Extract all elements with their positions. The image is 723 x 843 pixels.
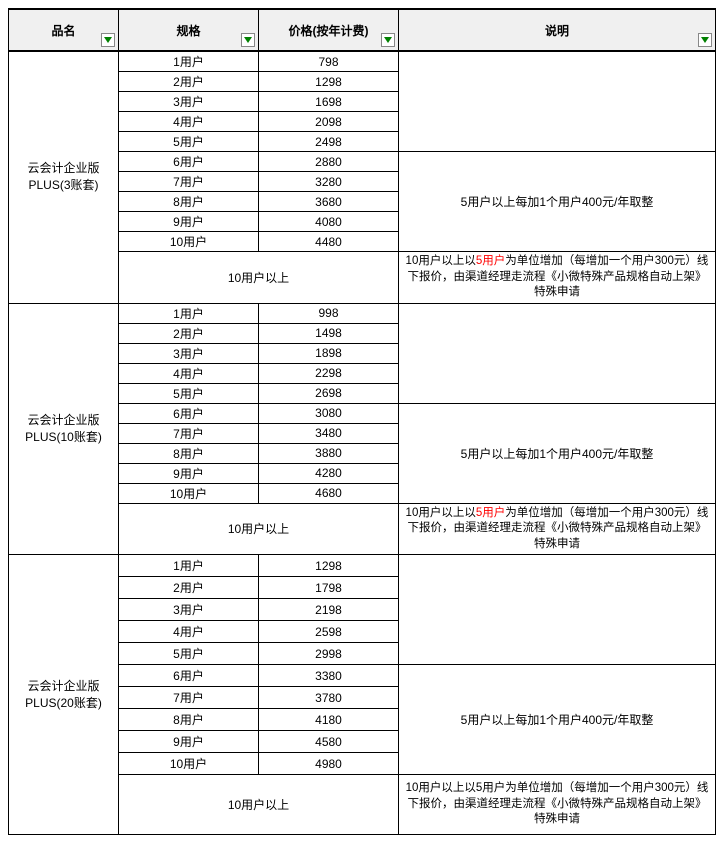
filter-icon[interactable] [698, 33, 712, 47]
product-name-cell: 云会计企业版PLUS(10账套) [9, 303, 119, 555]
header-price: 价格(按年计费) [259, 9, 399, 51]
over10-desc-highlight: 5用户 [476, 255, 505, 267]
table-row: 云会计企业版PLUS(3账套)1用户798 [9, 51, 716, 72]
table-body: 云会计企业版PLUS(3账套)1用户7982用户12983用户16984用户20… [9, 51, 716, 835]
over10-spec-cell: 10用户以上 [119, 252, 399, 304]
desc-cell-top [399, 303, 716, 403]
spec-cell: 5用户 [119, 132, 259, 152]
filter-icon[interactable] [241, 33, 255, 47]
price-cell: 3880 [259, 443, 399, 463]
price-cell: 4280 [259, 463, 399, 483]
spec-cell: 8用户 [119, 709, 259, 731]
spec-cell: 2用户 [119, 323, 259, 343]
spec-cell: 1用户 [119, 303, 259, 323]
spec-cell: 4用户 [119, 621, 259, 643]
spec-cell: 9用户 [119, 463, 259, 483]
price-cell: 4680 [259, 483, 399, 503]
spec-cell: 7用户 [119, 423, 259, 443]
spec-cell: 10用户 [119, 753, 259, 775]
header-name-label: 品名 [51, 24, 75, 38]
desc-cell-mid: 5用户以上每加1个用户400元/年取整 [399, 403, 716, 503]
spec-cell: 2用户 [119, 577, 259, 599]
desc-cell-mid: 5用户以上每加1个用户400元/年取整 [399, 665, 716, 775]
spec-cell: 2用户 [119, 72, 259, 92]
over10-spec-cell: 10用户以上 [119, 503, 399, 555]
pricing-table: 品名 规格 价格(按年计费) 说明 [8, 8, 716, 835]
price-cell: 3280 [259, 172, 399, 192]
price-cell: 1298 [259, 72, 399, 92]
over10-desc-cell: 10用户以上以5用户为单位增加（每增加一个用户300元）线下报价，由渠道经理走流… [399, 252, 716, 304]
spec-cell: 7用户 [119, 172, 259, 192]
price-cell: 3780 [259, 687, 399, 709]
over10-desc-highlight: 5用户 [476, 507, 505, 519]
price-cell: 798 [259, 51, 399, 72]
desc-cell-top [399, 555, 716, 665]
header-row: 品名 规格 价格(按年计费) 说明 [9, 9, 716, 51]
spec-cell: 7用户 [119, 687, 259, 709]
price-cell: 3480 [259, 423, 399, 443]
header-desc: 说明 [399, 9, 716, 51]
spec-cell: 6用户 [119, 403, 259, 423]
price-cell: 2998 [259, 643, 399, 665]
spec-cell: 5用户 [119, 643, 259, 665]
spec-cell: 3用户 [119, 599, 259, 621]
price-cell: 2498 [259, 132, 399, 152]
desc-cell-top [399, 51, 716, 152]
spec-cell: 9用户 [119, 212, 259, 232]
price-cell: 3680 [259, 192, 399, 212]
product-name-cell: 云会计企业版PLUS(3账套) [9, 51, 119, 303]
spec-cell: 3用户 [119, 92, 259, 112]
header-spec: 规格 [119, 9, 259, 51]
spec-cell: 8用户 [119, 192, 259, 212]
price-cell: 2198 [259, 599, 399, 621]
price-cell: 2598 [259, 621, 399, 643]
price-cell: 4180 [259, 709, 399, 731]
spec-cell: 5用户 [119, 383, 259, 403]
spec-cell: 1用户 [119, 51, 259, 72]
price-cell: 1798 [259, 577, 399, 599]
price-cell: 1698 [259, 92, 399, 112]
table-row: 云会计企业版PLUS(10账套)1用户998 [9, 303, 716, 323]
table-row: 云会计企业版PLUS(20账套)1用户1298 [9, 555, 716, 577]
spec-cell: 4用户 [119, 112, 259, 132]
price-cell: 4580 [259, 731, 399, 753]
spec-cell: 3用户 [119, 343, 259, 363]
spec-cell: 9用户 [119, 731, 259, 753]
spec-cell: 1用户 [119, 555, 259, 577]
price-cell: 998 [259, 303, 399, 323]
desc-cell-mid: 5用户以上每加1个用户400元/年取整 [399, 152, 716, 252]
price-cell: 4080 [259, 212, 399, 232]
price-cell: 2698 [259, 383, 399, 403]
filter-icon[interactable] [381, 33, 395, 47]
over10-desc-cell: 10用户以上以5用户为单位增加（每增加一个用户300元）线下报价，由渠道经理走流… [399, 503, 716, 555]
over10-desc-pre: 10用户以上以 [406, 507, 476, 519]
spec-cell: 8用户 [119, 443, 259, 463]
price-cell: 2098 [259, 112, 399, 132]
price-cell: 1298 [259, 555, 399, 577]
spec-cell: 6用户 [119, 665, 259, 687]
price-cell: 1498 [259, 323, 399, 343]
price-cell: 4480 [259, 232, 399, 252]
price-cell: 3380 [259, 665, 399, 687]
spec-cell: 6用户 [119, 152, 259, 172]
product-name-cell: 云会计企业版PLUS(20账套) [9, 555, 119, 835]
spec-cell: 10用户 [119, 232, 259, 252]
price-cell: 4980 [259, 753, 399, 775]
over10-spec-cell: 10用户以上 [119, 775, 399, 835]
header-name: 品名 [9, 9, 119, 51]
header-spec-label: 规格 [176, 24, 200, 38]
price-cell: 3080 [259, 403, 399, 423]
spec-cell: 4用户 [119, 363, 259, 383]
filter-icon[interactable] [101, 33, 115, 47]
header-price-label: 价格(按年计费) [289, 24, 369, 38]
price-cell: 2298 [259, 363, 399, 383]
price-cell: 1898 [259, 343, 399, 363]
over10-desc-pre: 10用户以上以 [406, 255, 476, 267]
header-desc-label: 说明 [545, 24, 569, 38]
price-cell: 2880 [259, 152, 399, 172]
over10-desc-cell: 10用户以上以5用户为单位增加（每增加一个用户300元）线下报价，由渠道经理走流… [399, 775, 716, 835]
spec-cell: 10用户 [119, 483, 259, 503]
